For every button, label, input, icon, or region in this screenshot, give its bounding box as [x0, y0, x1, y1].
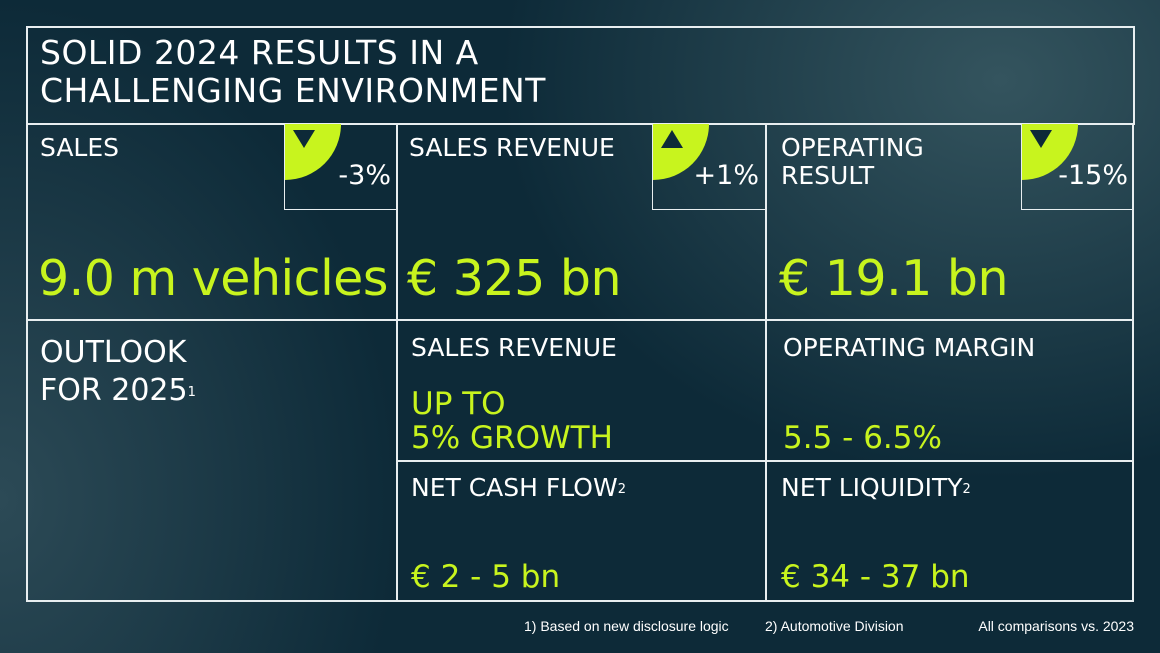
outlook-heading: OUTLOOK FOR 20251	[40, 335, 196, 408]
change-value: +1%	[693, 160, 759, 191]
divider	[26, 123, 1135, 125]
kpi-revenue-label: SALES REVENUE	[409, 133, 615, 162]
arrow-down-icon	[1030, 130, 1052, 148]
divider	[1133, 26, 1135, 124]
divider	[765, 123, 767, 601]
forecast-revenue-value: UP TO 5% GROWTH	[411, 386, 613, 456]
kpi-operating-result-value: € 19.1 bn	[779, 250, 1009, 307]
footnote-1: 1) Based on new disclosure logic	[524, 618, 729, 634]
forecast-liquidity-label: NET LIQUIDITY2	[781, 473, 971, 502]
footnote-2: 2) Automotive Division	[765, 618, 904, 634]
change-value: -15%	[1058, 160, 1128, 191]
divider	[26, 319, 1134, 321]
divider	[26, 26, 1135, 28]
kpi-operating-result-change-badge: -15%	[1021, 124, 1134, 210]
comparison-note: All comparisons vs. 2023	[978, 618, 1134, 634]
divider	[396, 460, 1134, 462]
kpi-sales-value: 9.0 m vehicles	[38, 250, 388, 307]
divider	[26, 123, 28, 602]
forecast-cashflow-value: € 2 - 5 bn	[411, 559, 561, 595]
divider	[396, 123, 398, 601]
kpi-operating-result-label: OPERATING RESULT	[781, 133, 924, 190]
forecast-revenue-label: SALES REVENUE	[411, 333, 617, 362]
page-title: SOLID 2024 RESULTS IN A CHALLENGING ENVIR…	[40, 33, 546, 110]
divider	[1132, 123, 1134, 602]
change-value: -3%	[338, 160, 391, 191]
arrow-down-icon	[293, 130, 315, 148]
kpi-revenue-change-badge: +1%	[652, 124, 765, 210]
forecast-margin-value: 5.5 - 6.5%	[783, 420, 942, 456]
arrow-up-icon	[661, 130, 683, 148]
kpi-sales-label: SALES	[40, 133, 120, 162]
kpi-sales-change-badge: -3%	[284, 124, 397, 210]
kpi-revenue-value: € 325 bn	[407, 250, 622, 307]
forecast-margin-label: OPERATING MARGIN	[783, 333, 1036, 362]
divider	[26, 600, 1134, 602]
forecast-cashflow-label: NET CASH FLOW2	[411, 473, 626, 502]
divider	[26, 26, 28, 124]
forecast-liquidity-value: € 34 - 37 bn	[781, 559, 970, 595]
